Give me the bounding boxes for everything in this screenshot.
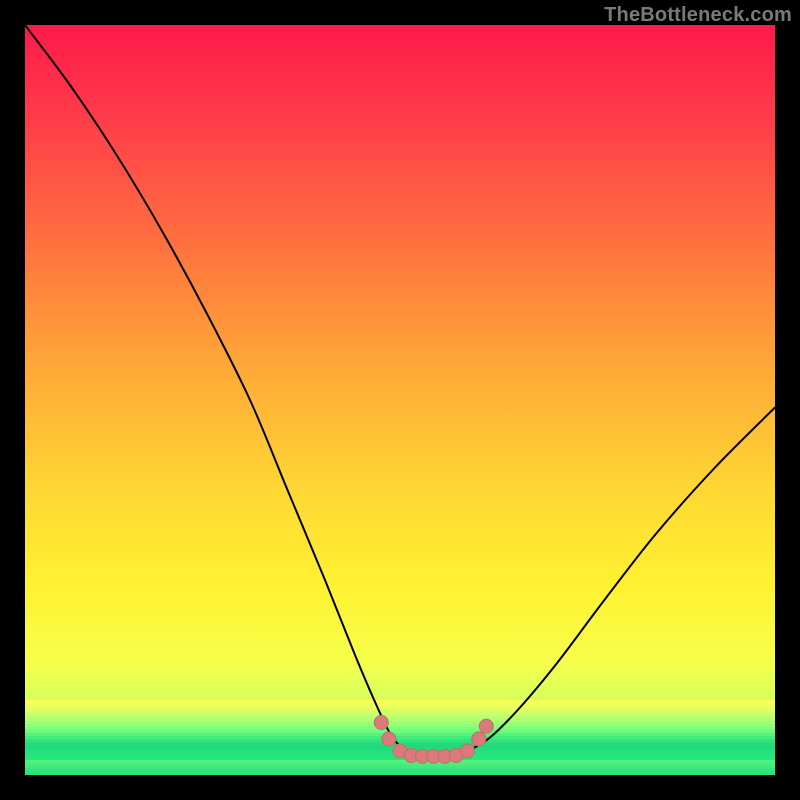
valley-marker <box>461 744 475 758</box>
bottom-stripe <box>25 715 775 718</box>
bottom-stripe <box>25 706 775 709</box>
bottom-stripe <box>25 721 775 724</box>
valley-marker <box>382 732 396 746</box>
bottom-stripe <box>25 730 775 733</box>
bottom-stripe <box>25 703 775 706</box>
bottom-stripe <box>25 739 775 742</box>
bottom-stripe <box>25 718 775 721</box>
valley-marker <box>374 716 388 730</box>
valley-marker <box>472 732 486 746</box>
watermark-text: TheBottleneck.com <box>604 4 792 27</box>
plot-area <box>25 25 775 775</box>
bottom-stripe <box>25 736 775 739</box>
gradient-background <box>25 25 775 775</box>
chart-frame: TheBottleneck.com <box>0 0 800 800</box>
valley-marker <box>479 719 493 733</box>
bottom-stripe <box>25 727 775 730</box>
bottom-stripe <box>25 733 775 736</box>
bottom-stripe <box>25 709 775 712</box>
plot-svg <box>25 25 775 775</box>
bottom-stripe <box>25 724 775 727</box>
bottom-stripe <box>25 700 775 703</box>
bottom-stripe <box>25 712 775 715</box>
